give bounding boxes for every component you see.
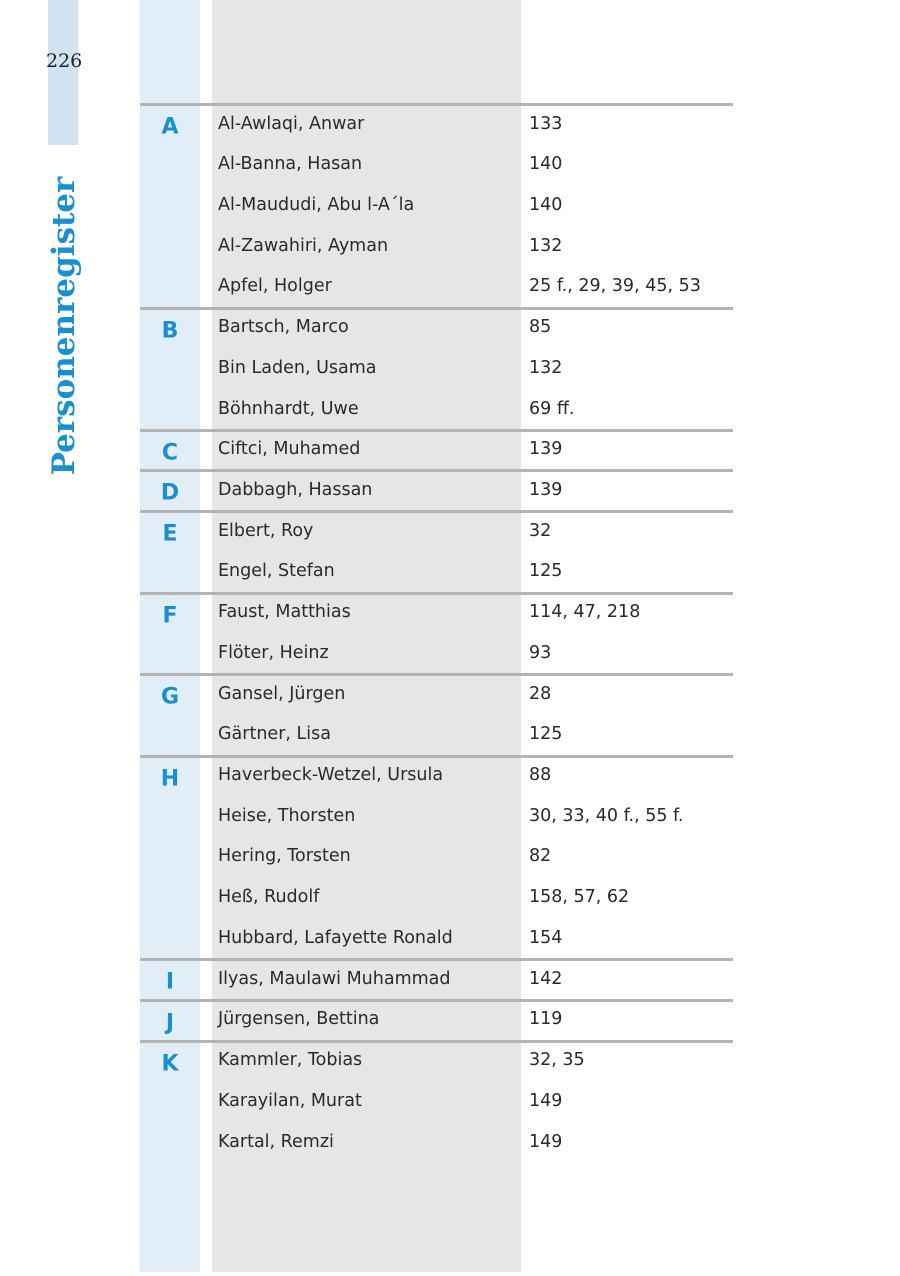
entry-name: Bin Laden, Usama xyxy=(218,357,377,378)
entry-name: Hubbard, Lafayette Ronald xyxy=(218,927,453,948)
entry-name: Jürgensen, Bettina xyxy=(218,1009,380,1030)
entry-name: Kartal, Remzi xyxy=(218,1131,334,1152)
entry-name: Hering, Torsten xyxy=(218,846,351,867)
entry-name: Dabbagh, Hassan xyxy=(218,479,373,500)
entry-name: Faust, Matthias xyxy=(218,602,351,623)
index-letter-d: D xyxy=(160,480,180,506)
group-divider xyxy=(140,510,733,514)
group-divider xyxy=(140,103,733,106)
section-title: Personenregister xyxy=(46,176,82,476)
entry-name: Elbert, Roy xyxy=(218,520,314,541)
entry-pages: 149 xyxy=(529,1090,563,1111)
entry-pages: 69 ff. xyxy=(529,398,575,419)
entry-name: Karayilan, Murat xyxy=(218,1090,362,1111)
entry-pages: 132 xyxy=(529,235,563,256)
entry-pages: 140 xyxy=(529,194,563,215)
group-divider xyxy=(140,428,733,432)
index-letter-c: C xyxy=(161,440,179,466)
entry-pages: 32, 35 xyxy=(529,1050,585,1071)
entry-pages: 85 xyxy=(529,317,552,338)
letter-column xyxy=(140,0,200,1272)
entry-pages: 32 xyxy=(529,520,552,541)
page-number: 226 xyxy=(46,50,83,72)
group-divider xyxy=(140,673,733,677)
entry-name: Gansel, Jürgen xyxy=(218,683,346,704)
page-tab-marker xyxy=(48,0,78,145)
entry-pages: 28 xyxy=(529,683,552,704)
entry-name: Al-Banna, Hasan xyxy=(218,154,363,175)
entry-name: Haverbeck-Wetzel, Ursula xyxy=(218,765,444,786)
entry-name: Heise, Thorsten xyxy=(218,805,356,826)
entry-name: Kammler, Tobias xyxy=(218,1050,363,1071)
entry-name: Heß, Rudolf xyxy=(218,887,320,908)
index-letter-k: K xyxy=(161,1051,179,1077)
entry-pages: 125 xyxy=(529,561,563,582)
index-letter-j: J xyxy=(165,1010,175,1036)
entry-name: Apfel, Holger xyxy=(218,276,332,297)
entry-pages: 154 xyxy=(529,927,563,948)
entry-pages: 142 xyxy=(529,968,563,989)
entry-name: Flöter, Heinz xyxy=(218,642,329,663)
group-divider xyxy=(140,469,733,473)
entry-pages: 139 xyxy=(529,479,563,500)
index-letter-b: B xyxy=(161,318,179,344)
group-divider xyxy=(140,591,733,595)
index-letter-f: F xyxy=(162,603,178,629)
entry-name: Al-Awlaqi, Anwar xyxy=(218,113,365,134)
index-letter-a: A xyxy=(161,114,179,140)
entry-pages: 114, 47, 218 xyxy=(529,602,641,623)
entry-pages: 82 xyxy=(529,846,552,867)
entry-name: Al-Zawahiri, Ayman xyxy=(218,235,389,256)
entry-pages: 125 xyxy=(529,724,563,745)
index-letter-i: I xyxy=(165,969,175,995)
entry-name: Bartsch, Marco xyxy=(218,317,349,338)
group-divider xyxy=(140,958,733,962)
entry-pages: 158, 57, 62 xyxy=(529,887,630,908)
index-letter-h: H xyxy=(160,766,180,792)
entry-name: Al-Maududi, Abu l-A´la xyxy=(218,194,415,215)
group-divider xyxy=(140,1039,733,1043)
entry-pages: 132 xyxy=(529,357,563,378)
entry-name: Böhnhardt, Uwe xyxy=(218,398,359,419)
group-divider xyxy=(140,754,733,758)
entry-pages: 133 xyxy=(529,113,563,134)
entry-pages: 88 xyxy=(529,765,552,786)
entry-pages: 139 xyxy=(529,439,563,460)
group-divider xyxy=(140,998,733,1002)
entry-pages: 149 xyxy=(529,1131,563,1152)
entry-name: Gärtner, Lisa xyxy=(218,724,331,745)
entry-name: Ciftci, Muhamed xyxy=(218,439,361,460)
entry-pages: 30, 33, 40 f., 55 f. xyxy=(529,805,684,826)
index-letter-g: G xyxy=(160,684,180,710)
group-divider xyxy=(140,306,733,310)
entry-pages: 140 xyxy=(529,154,563,175)
name-column xyxy=(212,0,521,1272)
entry-pages: 25 f., 29, 39, 45, 53 xyxy=(529,276,701,297)
entry-name: Ilyas, Maulawi Muhammad xyxy=(218,968,451,989)
entry-pages: 119 xyxy=(529,1009,563,1030)
entry-name: Engel, Stefan xyxy=(218,561,335,582)
entry-pages: 93 xyxy=(529,642,552,663)
index-letter-e: E xyxy=(162,521,178,547)
